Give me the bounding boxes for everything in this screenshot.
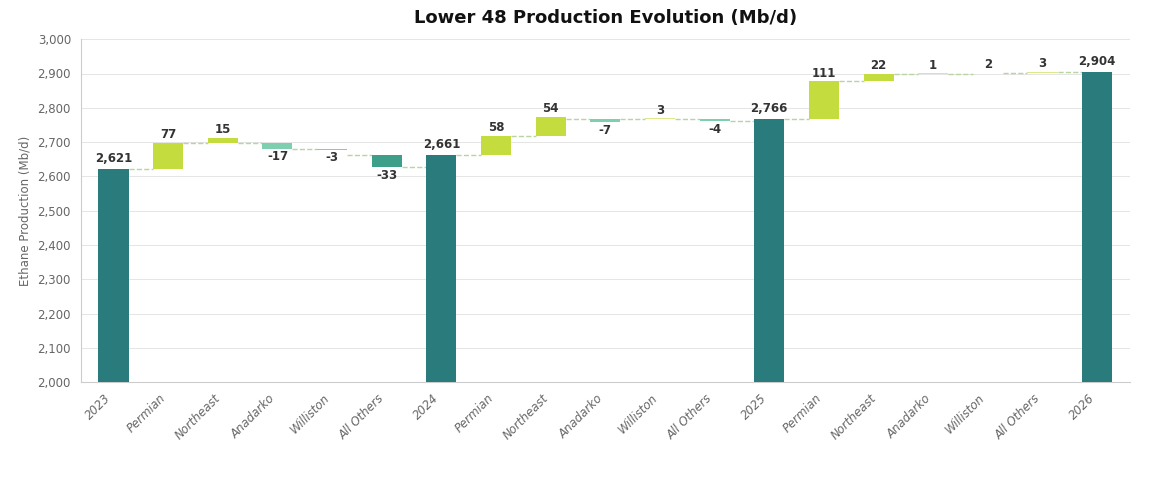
- Text: 111: 111: [812, 67, 836, 80]
- Text: 3: 3: [656, 104, 664, 117]
- Bar: [1027, 72, 1057, 73]
- Bar: [208, 138, 238, 143]
- Text: 2,766: 2,766: [751, 102, 787, 115]
- Bar: [809, 81, 839, 120]
- Text: -17: -17: [266, 150, 288, 163]
- Text: 22: 22: [871, 59, 887, 72]
- Y-axis label: Ethane Production (Mb/d): Ethane Production (Mb/d): [18, 136, 32, 286]
- Text: 2: 2: [984, 58, 992, 71]
- Text: 2,621: 2,621: [95, 152, 133, 165]
- Bar: [590, 120, 620, 122]
- Text: 1: 1: [929, 59, 937, 72]
- Bar: [1083, 72, 1113, 382]
- Text: 3: 3: [1039, 57, 1047, 70]
- Text: -7: -7: [598, 123, 612, 137]
- Bar: [153, 143, 183, 169]
- Text: -3: -3: [325, 151, 339, 164]
- Bar: [98, 169, 128, 382]
- Bar: [864, 74, 894, 81]
- Bar: [263, 143, 293, 148]
- Text: -33: -33: [376, 169, 398, 181]
- Bar: [427, 155, 457, 382]
- Bar: [700, 120, 730, 121]
- Text: 15: 15: [214, 123, 231, 136]
- Text: 58: 58: [488, 121, 504, 134]
- Text: 77: 77: [160, 128, 176, 141]
- Text: 2,904: 2,904: [1078, 55, 1116, 68]
- Text: 54: 54: [542, 102, 559, 115]
- Bar: [645, 119, 675, 120]
- Bar: [481, 136, 511, 155]
- Bar: [536, 117, 566, 136]
- Bar: [754, 120, 784, 382]
- Bar: [317, 148, 347, 149]
- Text: -4: -4: [708, 122, 721, 136]
- Title: Lower 48 Production Evolution (Mb/d): Lower 48 Production Evolution (Mb/d): [414, 8, 797, 26]
- Bar: [371, 155, 401, 167]
- Text: 2,661: 2,661: [423, 138, 460, 151]
